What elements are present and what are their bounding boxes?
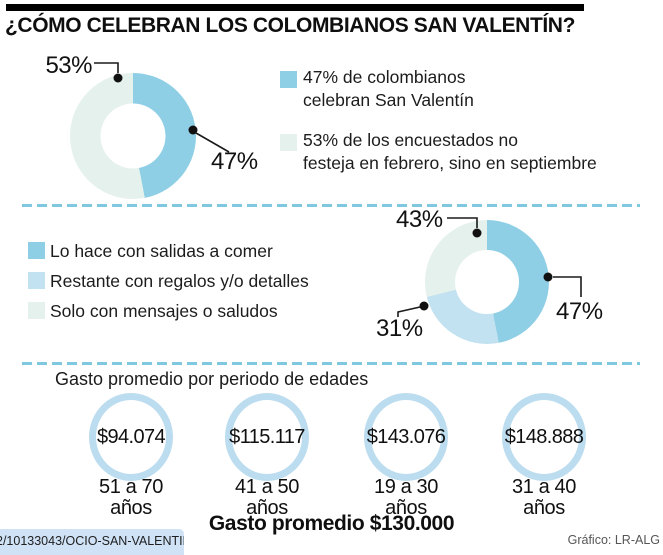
- donut1-callout-label-47: 47%: [211, 148, 258, 175]
- age-label-3: 19 a 30 años: [346, 477, 466, 519]
- donut2-callout-label-43: 43%: [396, 206, 443, 233]
- age-label-1: 51 a 70 años: [71, 477, 191, 519]
- legend1-item-1-line1: 47% de colombianos: [303, 67, 466, 87]
- spend-amount-4: $148.888: [504, 425, 584, 448]
- legend1-item-1: 47% de colombianos celebran San Valentín: [303, 66, 474, 112]
- legend1-swatch-blue: [280, 71, 297, 88]
- age-range-2: 41 a 50: [235, 476, 299, 498]
- spend-circle-4: $148.888: [502, 393, 586, 481]
- dashed-divider-2: [22, 362, 640, 365]
- dashed-divider-1: [22, 204, 640, 207]
- section3-title: Gasto promedio por periodo de edades: [55, 369, 369, 389]
- callout-dot: [419, 301, 429, 311]
- legend2-swatch-light: [28, 272, 45, 289]
- age-range-1: 51 a 70: [99, 476, 163, 498]
- age-unit-1: años: [110, 497, 152, 519]
- spend-circle-3: $143.076: [364, 393, 448, 481]
- spend-circle-1: $94.074: [89, 393, 173, 481]
- donut2-callout-label-31: 31%: [376, 315, 423, 342]
- legend1-swatch-pale: [280, 134, 297, 151]
- legend2-item-1: Lo hace con salidas a comer: [50, 241, 273, 261]
- title-bar-rule: [6, 4, 584, 11]
- donut-chart-activities: [425, 220, 549, 344]
- legend1-item-2-line2: festeja en febrero, sino en septiembre: [303, 153, 597, 173]
- page-title: ¿CÓMO CELEBRAN LOS COLOMBIANOS SAN VALEN…: [5, 14, 576, 37]
- age-label-2: 41 a 50 años: [207, 477, 327, 519]
- donut-hole: [100, 103, 166, 169]
- donut-chart-celebration: [70, 73, 196, 199]
- spend-amount-3: $143.076: [366, 425, 446, 448]
- age-unit-4: años: [523, 497, 565, 519]
- age-label-4: 31 a 40 años: [484, 477, 604, 519]
- legend2-swatch-blue: [28, 242, 45, 259]
- age-range-4: 31 a 40: [512, 476, 576, 498]
- legend1-item-2-line1: 53% de los encuestados no: [303, 130, 519, 150]
- age-range-3: 19 a 30: [374, 476, 438, 498]
- statusbar-link-text: 2/10133043/OCIO-SAN-VALENTIN.jpg: [0, 534, 184, 548]
- spend-circle-2: $115.117: [225, 393, 309, 481]
- donut1-callout-label-53: 53%: [45, 52, 92, 79]
- spend-amount-1: $94.074: [96, 425, 166, 448]
- donut-hole: [455, 250, 519, 314]
- spend-amount-2: $115.117: [229, 425, 305, 448]
- legend2-swatch-pale: [28, 302, 45, 319]
- age-unit-3: años: [385, 497, 427, 519]
- statusbar-link-preview: 2/10133043/OCIO-SAN-VALENTIN.jpg: [0, 529, 184, 555]
- graphic-credit: Gráfico: LR-ALG: [567, 533, 660, 547]
- legend1-item-1-line2: celebran San Valentín: [303, 90, 474, 110]
- legend1-item-2: 53% de los encuestados no festeja en feb…: [303, 129, 597, 175]
- legend2-item-3: Solo con mensajes o saludos: [50, 301, 278, 321]
- donut2-callout-label-47: 47%: [556, 298, 603, 325]
- legend2-item-2: Restante con regalos y/o detalles: [50, 271, 309, 291]
- average-spend-text: Gasto promedio $130.000: [208, 512, 455, 535]
- age-unit-2: años: [246, 497, 288, 519]
